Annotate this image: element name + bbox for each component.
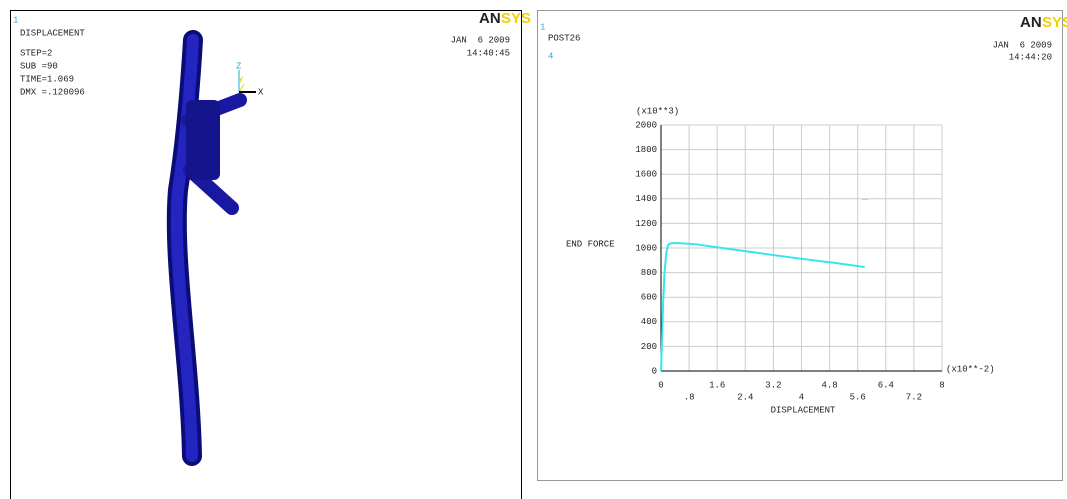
y-tick-label: 1200 bbox=[635, 219, 657, 229]
y-tick-label: 600 bbox=[641, 293, 657, 303]
x-tick-label: 8 bbox=[939, 380, 944, 390]
logo-sys: SYS bbox=[1042, 14, 1067, 31]
window-number: 1 bbox=[13, 15, 18, 25]
y-tick-label: 2000 bbox=[635, 120, 657, 130]
dmx: DMX =.120096 bbox=[20, 87, 85, 97]
date: JAN 6 2009 bbox=[993, 40, 1052, 50]
x-tick-label: 1.6 bbox=[709, 380, 725, 390]
plot-title: DISPLACEMENT bbox=[20, 28, 85, 38]
y-tick-label: 1600 bbox=[635, 170, 657, 180]
y-multiplier: (x10**3) bbox=[636, 106, 679, 116]
left-frame bbox=[11, 11, 522, 499]
logo-an: AN bbox=[1020, 14, 1042, 31]
y-tick-label: 800 bbox=[641, 268, 657, 278]
y-tick-label: 1000 bbox=[635, 243, 657, 253]
y-tick-label: 400 bbox=[641, 317, 657, 327]
x-tick-label: 3.2 bbox=[765, 380, 781, 390]
x-tick-label: 4.8 bbox=[821, 380, 837, 390]
screen: 1 DISPLACEMENT STEP=2 SUB =90 TIME=1.069… bbox=[0, 0, 1067, 499]
axis-x: X bbox=[258, 87, 264, 97]
x-tick-label: 0 bbox=[658, 380, 663, 390]
y-tick-label: 1400 bbox=[635, 194, 657, 204]
y-tick-label: 200 bbox=[641, 342, 657, 352]
y-tick-label: 1800 bbox=[635, 145, 657, 155]
axis-y: Y bbox=[238, 75, 244, 85]
logo-sys: SYS bbox=[501, 10, 531, 27]
axis-z: Z bbox=[236, 61, 242, 71]
y-axis-label: END FORCE bbox=[566, 239, 615, 249]
time: TIME=1.069 bbox=[20, 74, 74, 84]
program: POST26 bbox=[548, 33, 580, 43]
x-multiplier: (x10**-2) bbox=[946, 364, 995, 374]
curve-number: 4 bbox=[548, 51, 553, 61]
logo-an: AN bbox=[479, 10, 501, 27]
y-tick-label: 0 bbox=[652, 366, 657, 376]
x-tick-label: 2.4 bbox=[737, 392, 753, 402]
step: STEP=2 bbox=[20, 48, 52, 58]
x-tick-label: 4 bbox=[799, 392, 804, 402]
clock: 14:44:20 bbox=[1009, 52, 1052, 62]
x-tick-label: 5.6 bbox=[850, 392, 866, 402]
x-axis-label: DISPLACEMENT bbox=[771, 405, 836, 415]
x-tick-label: 6.4 bbox=[878, 380, 894, 390]
date: JAN 6 2009 bbox=[451, 35, 510, 45]
x-tick-label: 7.2 bbox=[906, 392, 922, 402]
window-number: 1 bbox=[540, 22, 545, 32]
clock: 14:40:45 bbox=[467, 48, 510, 58]
sub: SUB =90 bbox=[20, 61, 58, 71]
x-tick-label: .8 bbox=[684, 392, 695, 402]
